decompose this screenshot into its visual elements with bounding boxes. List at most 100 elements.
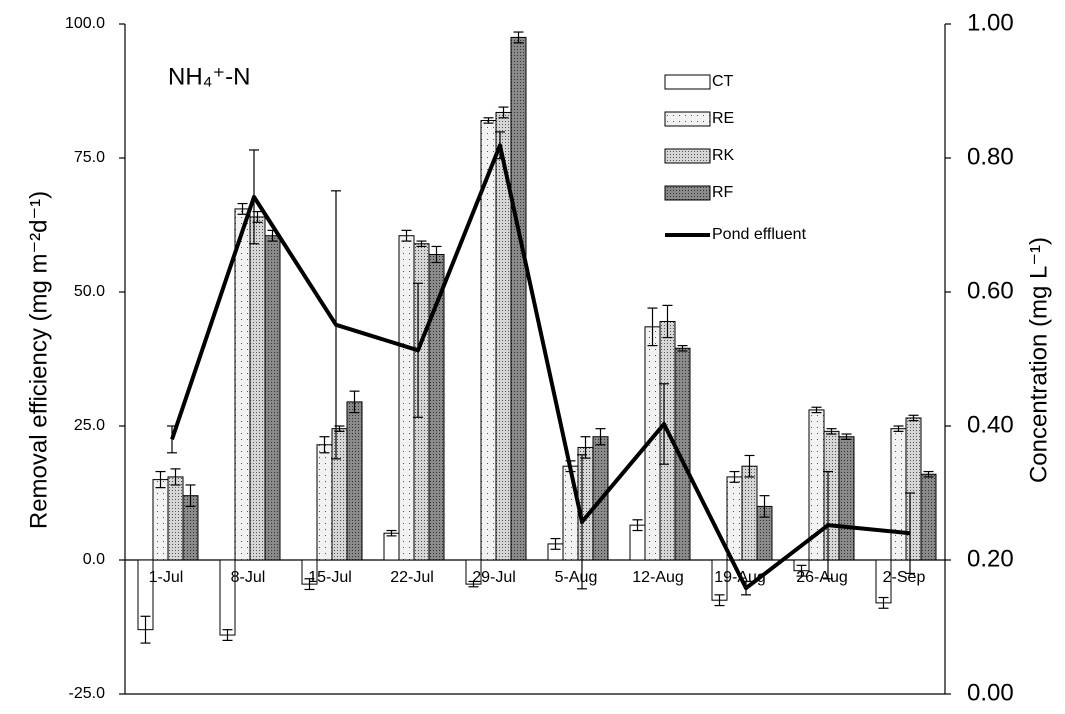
line-error-bar	[659, 383, 669, 465]
error-bar	[759, 495, 770, 518]
y2-tick-label: 0.40	[967, 411, 1014, 438]
error-bar	[140, 615, 151, 644]
bar	[905, 417, 922, 561]
line-error-bar	[905, 492, 915, 575]
line-error-bar	[741, 580, 751, 596]
bar	[234, 208, 251, 561]
y-tick-label: 50.0	[74, 283, 105, 300]
line-error-bar	[413, 282, 423, 418]
bar	[249, 216, 266, 561]
error-bar	[796, 564, 807, 577]
y2-tick-label: 1.00	[967, 9, 1014, 36]
x-tick-label: 12-Aug	[632, 569, 684, 586]
line-error-bar	[249, 149, 259, 245]
error-bar	[468, 580, 479, 588]
error-bar	[386, 529, 397, 537]
x-tick-label: 29-Jul	[472, 569, 516, 586]
error-bar	[878, 596, 889, 609]
bar	[726, 476, 743, 561]
bar	[346, 401, 363, 561]
y2-tick-label: 0.20	[967, 545, 1014, 572]
error-bar	[729, 470, 740, 483]
bar	[398, 235, 415, 561]
error-bar	[155, 470, 166, 489]
x-tick-label: 26-Aug	[796, 569, 848, 586]
error-bar	[662, 304, 673, 339]
line-error-bar	[823, 470, 833, 580]
y2-tick-label: 0.60	[967, 277, 1014, 304]
chart-title: NH₄⁺-N	[168, 63, 250, 90]
line-error-bar	[577, 454, 587, 590]
error-bar	[826, 428, 837, 435]
error-bar	[550, 537, 561, 550]
error-bar	[513, 31, 524, 44]
error-bar	[222, 629, 233, 642]
error-bar	[170, 468, 181, 486]
error-bar	[908, 414, 919, 422]
error-bar	[483, 117, 494, 124]
error-bar	[498, 106, 509, 119]
y2-tick-label: 0.00	[967, 679, 1014, 706]
error-bar	[647, 307, 658, 347]
legend-label: CT	[712, 73, 734, 90]
bar	[413, 243, 430, 561]
error-bar	[714, 594, 725, 607]
bar	[331, 428, 348, 561]
bar	[383, 532, 400, 561]
bar	[264, 235, 281, 561]
y-tick-label: 0.0	[83, 551, 105, 568]
bar	[823, 430, 840, 561]
legend-swatch	[664, 185, 711, 201]
x-tick-label: 2-Sep	[883, 569, 926, 586]
line	[170, 143, 911, 591]
y-tick-label: 25.0	[74, 417, 105, 434]
error-bar	[811, 406, 822, 414]
error-bar	[349, 390, 360, 414]
x-tick-label: 19-Aug	[714, 569, 766, 586]
bar	[152, 479, 169, 561]
error-bar	[677, 345, 688, 352]
legend-swatch	[664, 111, 711, 127]
x-tick-label: 22-Jul	[390, 569, 434, 586]
x-tick-label: 8-Jul	[231, 569, 266, 586]
error-bar	[923, 470, 934, 478]
legend-label: RE	[712, 110, 734, 127]
x-tick-label: 5-Aug	[555, 569, 598, 586]
error-bar	[431, 245, 442, 264]
bar	[890, 428, 907, 561]
error-bar	[185, 484, 196, 507]
line-error-bar	[495, 131, 505, 160]
bar	[167, 476, 184, 561]
y-axis-label: Removal efficiency (mg m⁻²d⁻¹)	[25, 191, 52, 529]
y-tick-label: -25.0	[69, 685, 106, 702]
bar	[838, 436, 855, 561]
legend-label: Pond effluent	[712, 226, 807, 243]
error-bar	[841, 433, 852, 440]
y2-tick-label: 0.80	[967, 143, 1014, 170]
error-bar	[237, 202, 248, 215]
error-bar	[893, 425, 904, 432]
error-bar	[416, 240, 427, 248]
error-bar	[401, 229, 412, 242]
error-bar	[744, 454, 755, 478]
y-tick-label: 100.0	[65, 15, 105, 32]
bar	[510, 36, 527, 561]
error-bar	[632, 519, 643, 532]
bar	[577, 446, 594, 561]
legend-label: RK	[712, 147, 735, 164]
bar	[741, 465, 758, 561]
line-error-bar	[331, 190, 341, 460]
error-bar	[319, 436, 330, 454]
error-bar	[304, 578, 315, 591]
bar	[920, 473, 937, 561]
x-tick-label: 15-Jul	[308, 569, 352, 586]
legend-swatch	[664, 148, 711, 164]
line-error-bar	[167, 425, 177, 454]
y2-axis-label: Concentration (mg L⁻¹)	[1025, 237, 1052, 483]
y-tick-label: 75.0	[74, 149, 105, 166]
bar	[562, 465, 579, 561]
legend-label: RF	[712, 184, 734, 201]
x-tick-label: 1-Jul	[149, 569, 184, 586]
legend-swatch	[664, 74, 711, 90]
